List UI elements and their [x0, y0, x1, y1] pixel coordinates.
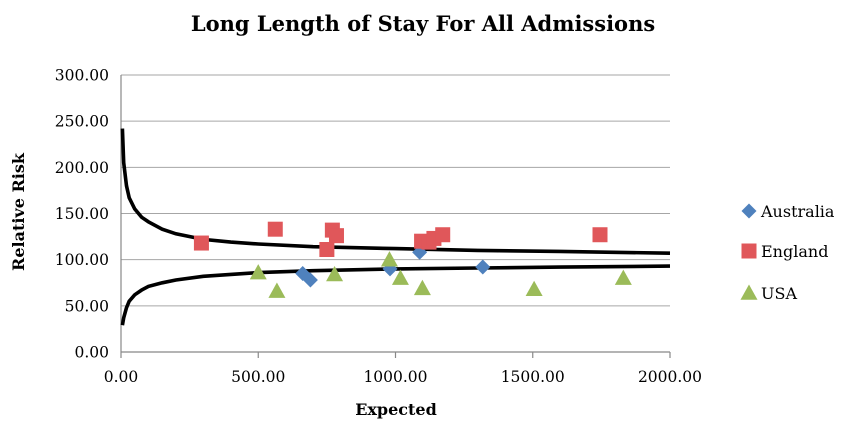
point-england	[435, 227, 451, 243]
point-usa	[525, 280, 543, 297]
x-axis-title: Expected	[355, 400, 437, 419]
legend-label-usa: USA	[761, 284, 797, 303]
point-usa	[380, 251, 398, 267]
legend-marker-australia	[741, 203, 757, 219]
x-tick-label: 1000.00	[363, 368, 427, 386]
legend-marker-england	[741, 243, 757, 259]
y-axis-title: Relative Risk	[9, 152, 28, 271]
upper-control-limit	[120, 128, 671, 255]
point-england	[592, 227, 608, 243]
point-usa	[249, 264, 267, 280]
control-limit-lines	[120, 128, 671, 326]
lower-control-limit	[120, 264, 671, 326]
y-tick-label: 150.00	[55, 205, 109, 223]
legend-label-australia: Australia	[760, 202, 835, 221]
y-tick-label: 0.00	[74, 344, 109, 362]
x-tick-label: 2000.00	[638, 368, 702, 386]
point-england	[328, 228, 344, 244]
y-tick-label: 50.00	[65, 297, 109, 315]
point-england	[267, 221, 283, 237]
x-tick-label: 1500.00	[501, 368, 565, 386]
chart-title: Long Length of Stay For All Admissions	[191, 11, 655, 36]
point-australia	[302, 272, 318, 288]
point-usa	[413, 279, 431, 296]
x-tick-label: 500.00	[231, 368, 285, 386]
y-tick-label: 300.00	[55, 67, 109, 85]
legend-label-england: England	[761, 242, 828, 261]
tick-labels: 0.00 50.00 100.00 150.00 200.00 250.00 300.00 0…	[55, 67, 702, 387]
legend: Australia England USA	[740, 202, 835, 303]
point-usa	[326, 265, 344, 282]
y-tick-label: 200.00	[55, 159, 109, 177]
point-australia	[475, 259, 491, 275]
data-points	[193, 221, 632, 298]
x-tick-label: 0.00	[104, 368, 139, 386]
point-england	[193, 235, 209, 251]
axes	[120, 75, 671, 358]
point-usa	[391, 269, 409, 285]
point-england	[319, 242, 335, 258]
y-tick-label: 100.00	[55, 251, 109, 269]
gridlines	[121, 74, 670, 307]
point-usa	[614, 269, 632, 285]
legend-marker-usa	[740, 284, 758, 300]
y-tick-label: 250.00	[55, 113, 109, 131]
point-usa	[268, 282, 286, 298]
